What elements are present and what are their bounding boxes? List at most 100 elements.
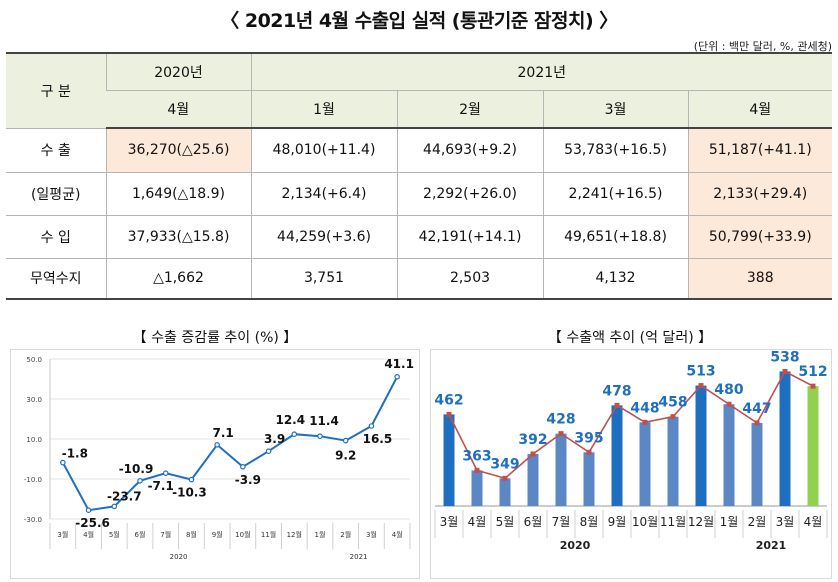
data-point xyxy=(342,437,349,444)
line-marker xyxy=(586,449,592,455)
data-label: 7.1 xyxy=(213,426,234,440)
y-tick-label: 50.0 xyxy=(26,356,42,364)
table-cell: 4,132 xyxy=(542,258,688,300)
table-cell: 42,191(+14.1) xyxy=(396,215,543,259)
table-cell: 50,799(+33.9) xyxy=(687,215,833,259)
data-point xyxy=(60,459,66,466)
series-line xyxy=(61,376,399,512)
data-label: 3.9 xyxy=(264,432,285,446)
data-label: 458 xyxy=(658,395,687,411)
x-tick-label: 7월 xyxy=(160,530,171,539)
table-cell: 48,010(+11.4) xyxy=(250,128,397,173)
row-label: 수 입 xyxy=(6,215,106,259)
data-point xyxy=(162,470,169,477)
year-label: 2020 xyxy=(170,553,188,561)
x-tick-label: 4월 xyxy=(468,515,487,529)
bar xyxy=(583,452,595,506)
data-point xyxy=(394,373,400,380)
x-tick-label: 4월 xyxy=(392,530,403,539)
table-cell: 2,134(+6.4) xyxy=(250,172,397,216)
header-month: 3월 xyxy=(542,90,688,129)
data-label: 16.5 xyxy=(363,432,393,446)
table-cell: △1,662 xyxy=(105,258,251,300)
line-marker xyxy=(670,414,676,420)
line-marker xyxy=(698,383,704,389)
table-row-export: 수 출 36,270(△25.6) 48,010(+11.4) 44,693(+… xyxy=(6,128,833,173)
y-tick-label: 10.0 xyxy=(26,436,42,444)
chart-title-exports: 【 수출액 추이 (억 달러) 】 xyxy=(547,330,713,346)
year-label: 2020 xyxy=(560,539,591,552)
data-label: -7.1 xyxy=(148,479,174,493)
bar xyxy=(667,416,679,506)
export-growth-chart: 50.0 30.0 10.0 -10.0 -30.0 3월 4월 5월 6월 7월 8월 9월 10월 1… xyxy=(10,349,420,579)
page-title: 〈 2021년 4월 수출입 실적 (통관기준 잠정치) 〉 xyxy=(220,10,618,32)
chart-frame xyxy=(10,349,420,579)
bar xyxy=(723,404,735,506)
x-tick-label: 10월 xyxy=(632,515,658,529)
table-cell: 2,241(+16.5) xyxy=(542,172,688,216)
bar xyxy=(471,470,483,506)
data-label: 447 xyxy=(742,401,771,417)
x-tick-label: 11월 xyxy=(261,530,276,539)
bar xyxy=(779,371,791,506)
header-year-2021: 2021년 xyxy=(250,52,833,91)
table-cell: 44,693(+9.2) xyxy=(396,128,543,173)
table-cell: 49,651(+18.8) xyxy=(542,215,688,259)
table-cell: 37,933(△15.8) xyxy=(105,215,251,259)
line-marker xyxy=(446,411,452,417)
data-label: 513 xyxy=(686,364,715,380)
x-tick-label: 11월 xyxy=(660,515,686,529)
line-marker xyxy=(642,419,648,425)
y-tick-label: -30.0 xyxy=(24,516,42,524)
line-marker xyxy=(474,467,480,473)
x-tick-label: 6월 xyxy=(135,530,146,539)
x-tick-label: 7월 xyxy=(552,515,571,529)
line-marker xyxy=(726,401,732,407)
chart-frame xyxy=(430,349,832,579)
table-cell: 3,751 xyxy=(250,258,397,300)
bar xyxy=(695,385,707,506)
x-tick-label: 12월 xyxy=(688,515,714,529)
x-tick-label: 3월 xyxy=(440,515,459,529)
data-label: -10.3 xyxy=(172,486,207,500)
year-label: 2021 xyxy=(350,553,368,561)
data-point xyxy=(137,478,143,484)
bar xyxy=(639,422,651,506)
y-tick-label: -10.0 xyxy=(24,476,42,484)
data-point xyxy=(240,464,246,470)
x-tick-label: 6월 xyxy=(524,515,543,529)
x-tick-label: 3월 xyxy=(776,515,795,529)
table-cell: 2,503 xyxy=(396,258,543,300)
line-marker xyxy=(530,451,536,457)
y-tick-label: 30.0 xyxy=(26,396,42,404)
data-point xyxy=(85,507,92,514)
data-label: 480 xyxy=(714,382,743,398)
table-row-import: 수 입 37,933(△15.8) 44,259(+3.6) 42,191(+1… xyxy=(6,215,833,259)
line-marker xyxy=(754,420,760,426)
bar xyxy=(807,386,819,506)
x-tick-label: 8월 xyxy=(580,515,599,529)
data-label: 538 xyxy=(770,349,799,365)
table-row-balance: 무역수지 △1,662 3,751 2,503 4,132 388 xyxy=(6,258,833,300)
data-point xyxy=(214,442,220,448)
data-point xyxy=(188,476,195,483)
line-marker xyxy=(502,475,508,481)
table-cell: 36,270(△25.6) xyxy=(105,128,251,173)
data-label: -1.8 xyxy=(62,447,88,461)
x-tick-label: 8월 xyxy=(186,530,197,539)
row-label: 수 출 xyxy=(6,128,106,173)
line-marker xyxy=(782,368,788,374)
header-year-2020: 2020년 xyxy=(105,52,251,91)
header-category: 구 분 xyxy=(6,52,106,129)
table-cell: 53,783(+16.5) xyxy=(542,128,688,173)
data-label: -25.6 xyxy=(75,516,110,530)
x-tick-label: 2월 xyxy=(748,515,767,529)
data-label: 12.4 xyxy=(275,413,305,427)
data-label: 512 xyxy=(798,364,827,380)
data-point xyxy=(368,423,375,429)
x-tick-label: 10월 xyxy=(235,530,250,539)
table-row-daily: (일평균) 1,649(△18.9) 2,134(+6.4) 2,292(+26… xyxy=(6,172,833,216)
data-label: 448 xyxy=(630,400,659,416)
table-cell: 2,133(+29.4) xyxy=(687,172,833,216)
line-marker xyxy=(810,383,816,389)
